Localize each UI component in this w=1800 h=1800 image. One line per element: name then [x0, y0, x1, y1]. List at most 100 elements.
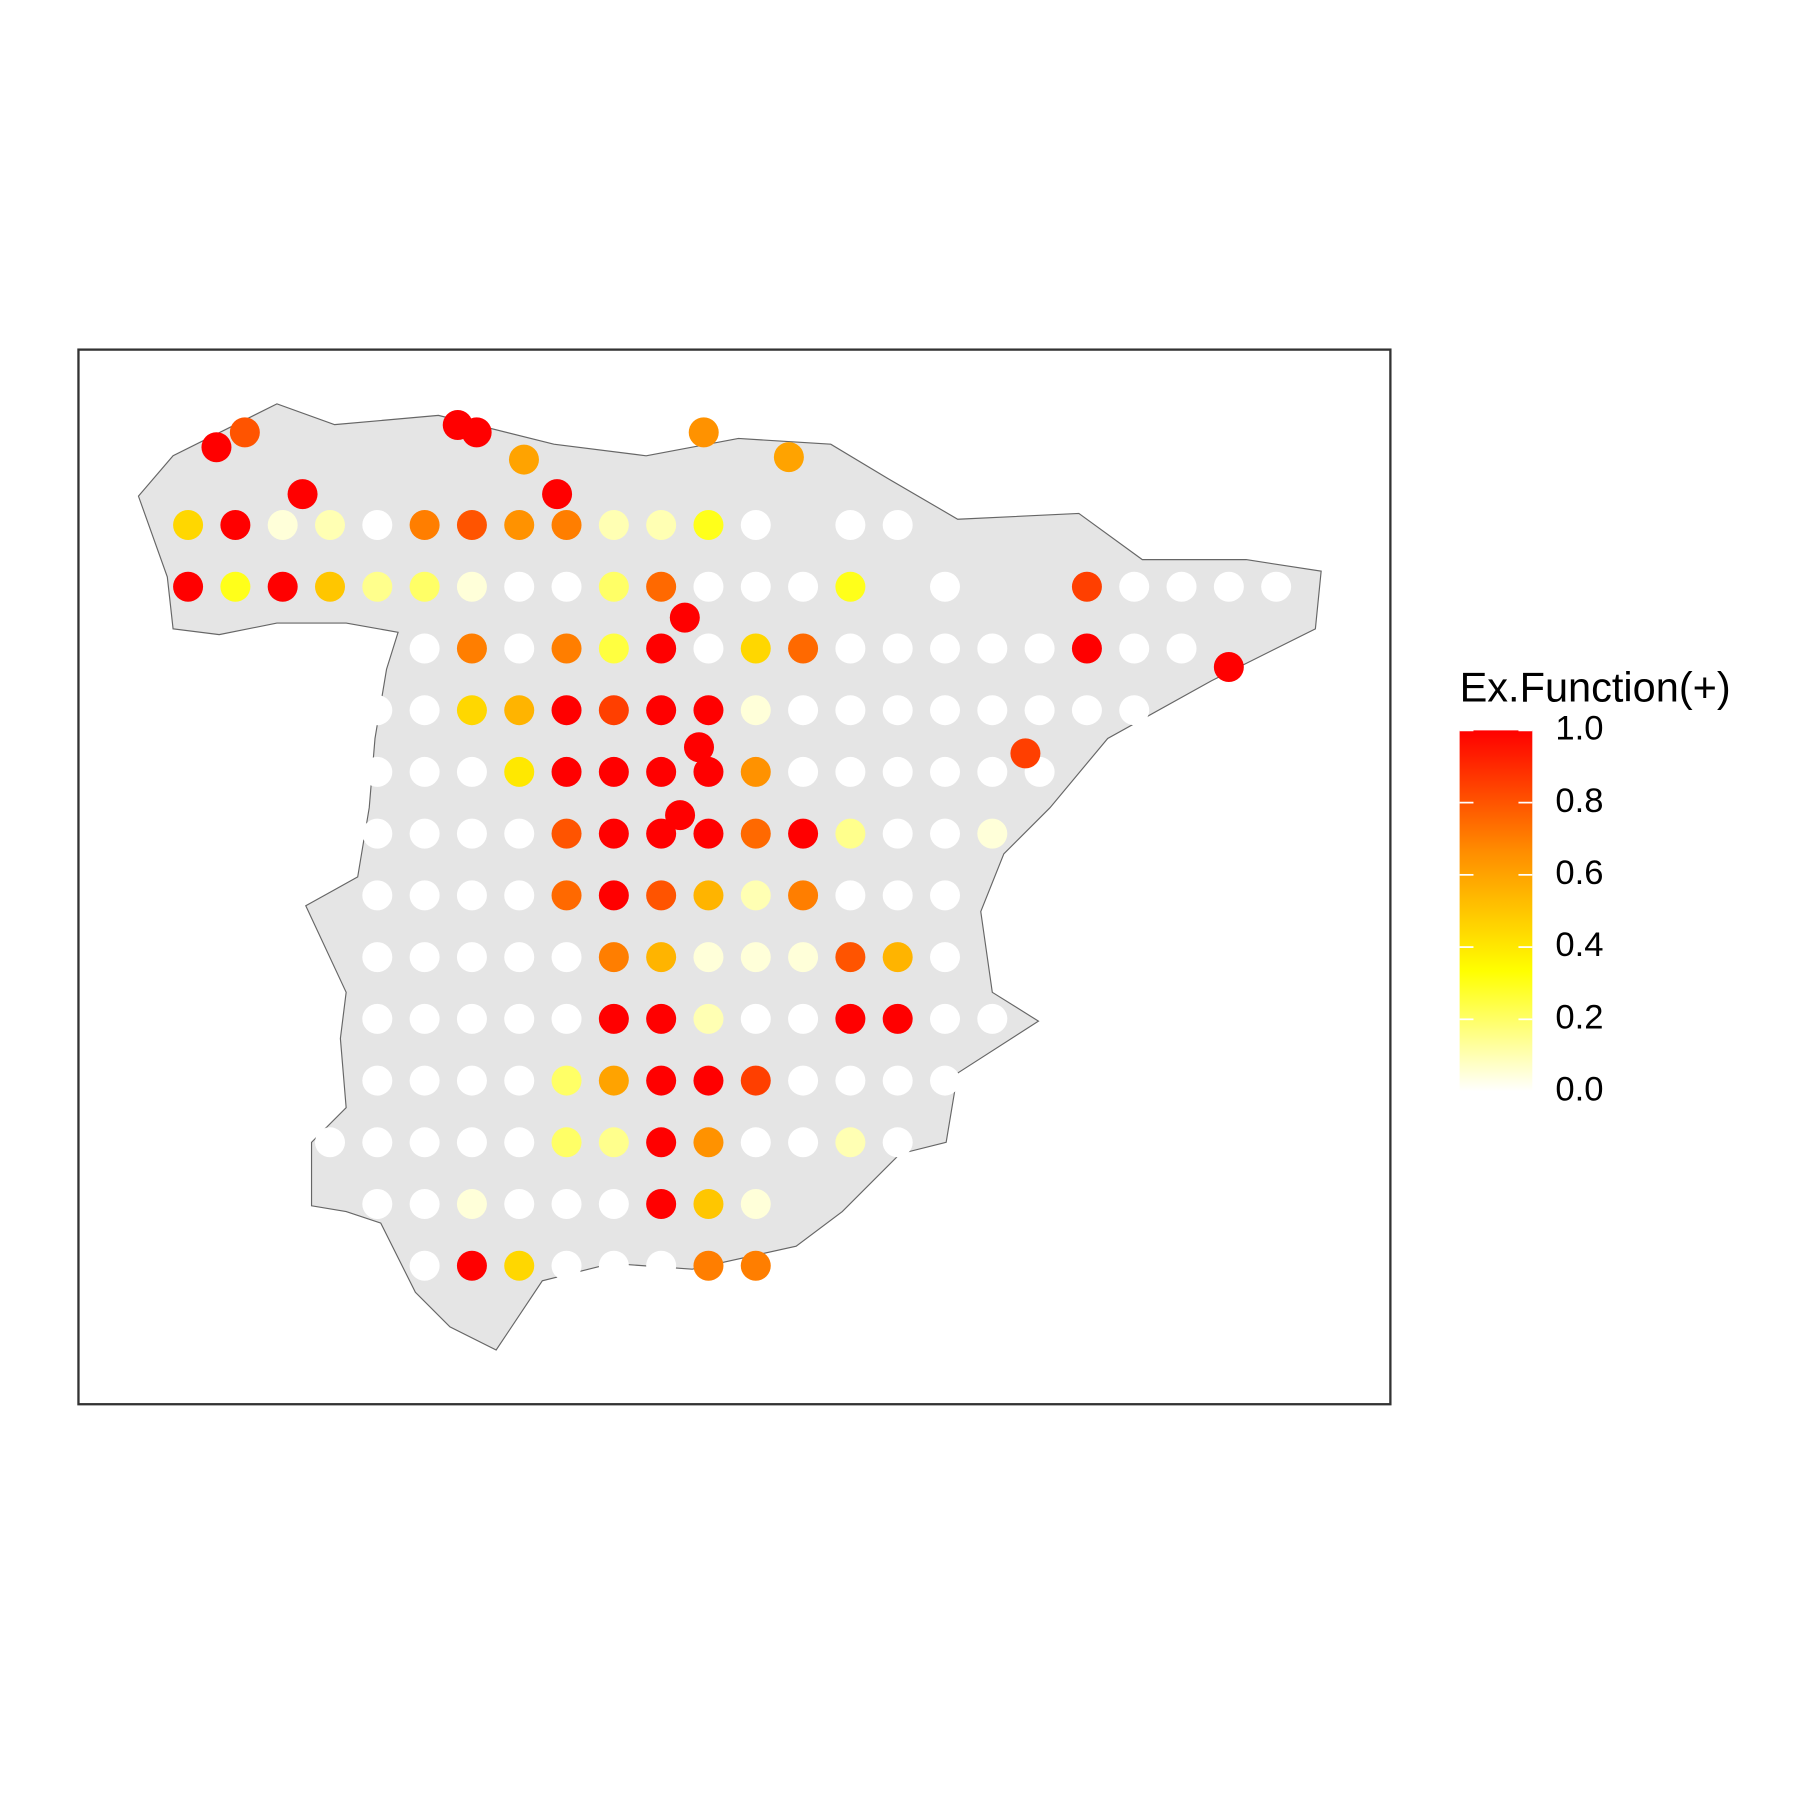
point	[665, 800, 696, 831]
point	[882, 942, 913, 973]
point	[315, 571, 345, 602]
point	[930, 880, 960, 911]
point	[930, 571, 960, 602]
point	[551, 571, 582, 602]
point	[1071, 571, 1102, 602]
point	[740, 942, 771, 973]
point	[693, 1189, 724, 1220]
point	[551, 695, 582, 726]
point	[598, 880, 629, 911]
point	[835, 1065, 866, 1096]
point	[788, 1003, 819, 1034]
point	[201, 432, 232, 463]
point	[1166, 633, 1197, 664]
point	[646, 1003, 677, 1034]
point	[504, 1127, 535, 1158]
point	[740, 510, 771, 540]
point	[551, 756, 582, 787]
point	[740, 1189, 771, 1220]
point	[835, 1127, 866, 1158]
point	[1119, 695, 1150, 726]
point	[740, 633, 771, 664]
point	[646, 1065, 677, 1096]
point	[504, 571, 535, 602]
legend-tick-label: 1.0	[1555, 710, 1603, 748]
point	[456, 942, 487, 973]
point	[551, 633, 582, 664]
point	[551, 1250, 582, 1281]
point	[461, 417, 492, 448]
point	[930, 1003, 960, 1034]
point	[362, 1065, 393, 1096]
point	[551, 880, 582, 911]
point	[930, 942, 960, 973]
point	[740, 571, 771, 602]
point	[882, 1003, 913, 1034]
point	[1024, 633, 1055, 664]
point	[315, 510, 345, 540]
point	[788, 1065, 819, 1096]
legend-tick-label: 0.6	[1555, 854, 1603, 892]
point	[882, 633, 913, 664]
point	[409, 633, 440, 664]
colorbar	[1459, 730, 1533, 1092]
point	[287, 479, 318, 510]
point	[1213, 651, 1244, 682]
point	[930, 695, 960, 726]
point	[173, 571, 204, 602]
point	[646, 1127, 677, 1158]
legend-tick-label: 0.4	[1555, 926, 1603, 964]
point	[740, 1250, 771, 1281]
point	[977, 756, 1008, 787]
point	[693, 633, 724, 664]
point	[456, 510, 487, 540]
points	[173, 409, 1292, 1281]
point	[551, 818, 582, 849]
point	[409, 880, 440, 911]
point	[504, 942, 535, 973]
point	[835, 510, 866, 540]
point	[930, 818, 960, 849]
point	[788, 633, 819, 664]
point	[1166, 571, 1197, 602]
point	[693, 818, 724, 849]
point	[835, 942, 866, 973]
point	[409, 818, 440, 849]
point	[362, 818, 393, 849]
point	[977, 695, 1008, 726]
point	[788, 818, 819, 849]
point	[646, 633, 677, 664]
point	[456, 633, 487, 664]
point	[362, 880, 393, 911]
point	[1024, 695, 1055, 726]
point	[362, 1003, 393, 1034]
point	[788, 942, 819, 973]
point	[882, 756, 913, 787]
point	[693, 1003, 724, 1034]
point	[1213, 571, 1244, 602]
point	[882, 695, 913, 726]
point	[409, 1003, 440, 1034]
point	[930, 633, 960, 664]
point	[504, 818, 535, 849]
point	[740, 1065, 771, 1096]
point	[740, 756, 771, 787]
legend-tick-label: 0.2	[1555, 998, 1603, 1036]
point	[788, 695, 819, 726]
point	[1119, 633, 1150, 664]
point	[788, 1127, 819, 1158]
point	[977, 1003, 1008, 1034]
point	[409, 1065, 440, 1096]
point	[409, 510, 440, 540]
point	[646, 818, 677, 849]
point	[456, 1065, 487, 1096]
point	[598, 571, 629, 602]
point	[835, 818, 866, 849]
point	[504, 756, 535, 787]
point	[1010, 738, 1041, 769]
point	[646, 880, 677, 911]
point	[220, 571, 251, 602]
point	[598, 510, 629, 540]
point	[835, 695, 866, 726]
